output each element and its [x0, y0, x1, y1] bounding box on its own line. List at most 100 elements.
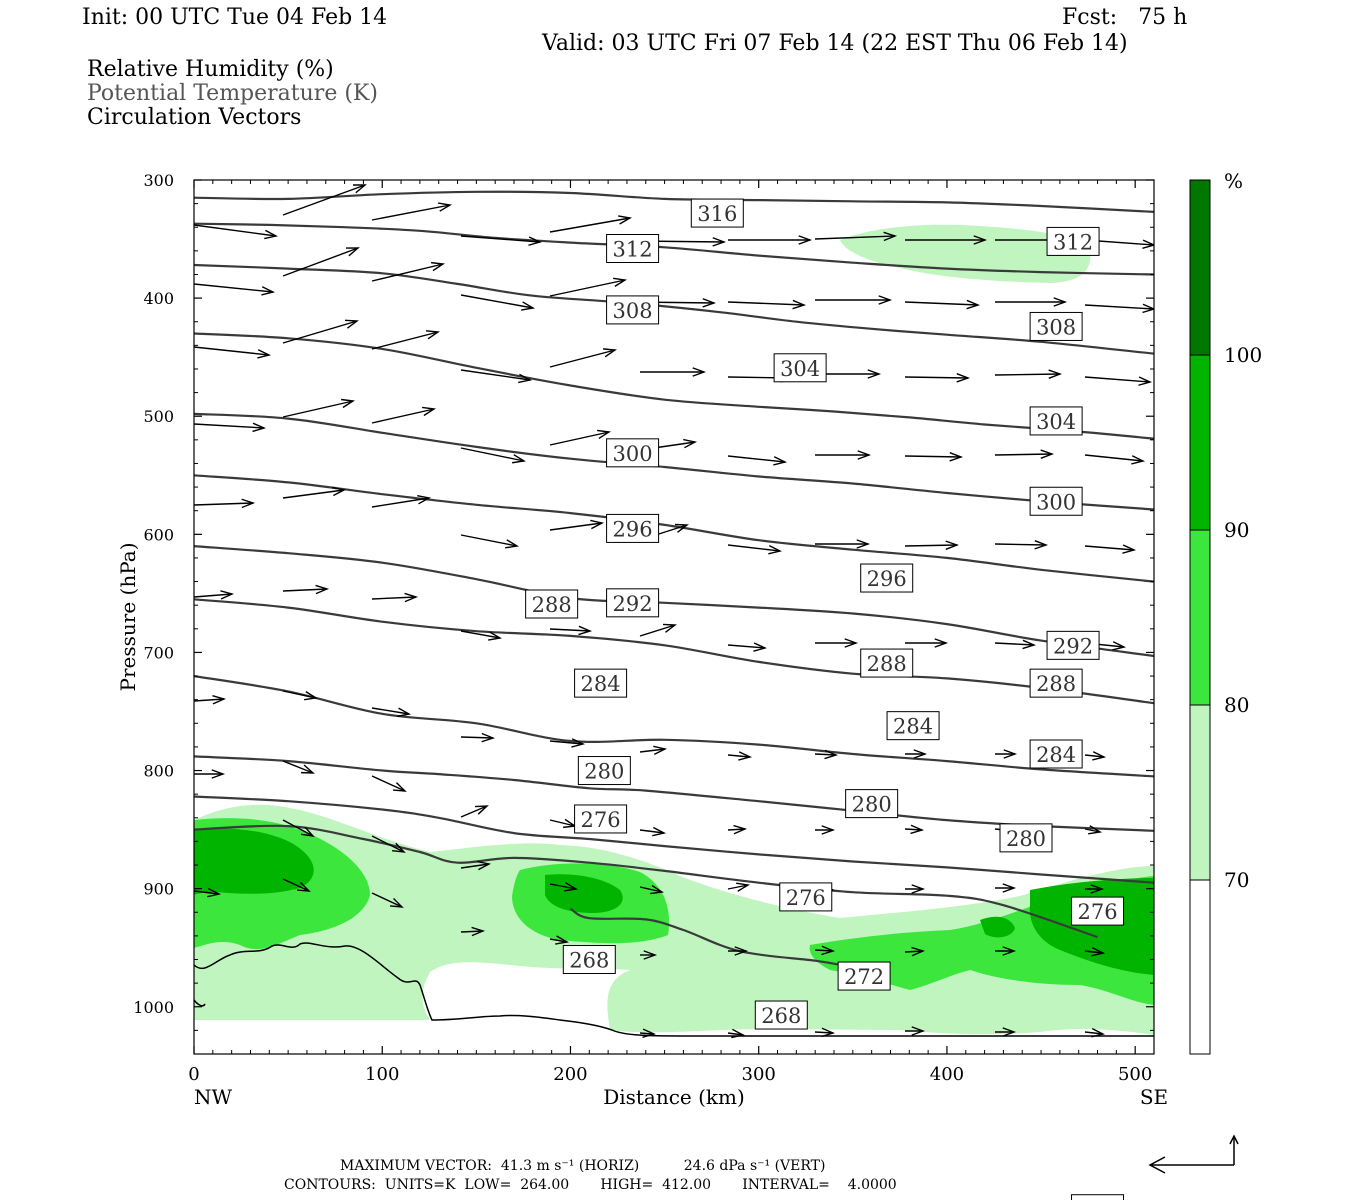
- contour-label-box: [1046, 630, 1100, 660]
- axes: 300 400 500 600 700 800 900 1000 0 100 200 300 400 50…: [133, 171, 1154, 1085]
- contour-label-text: 312: [1053, 230, 1093, 254]
- contour-label-box: [1029, 739, 1083, 769]
- vector-head: [404, 592, 419, 603]
- contour-label-276: 276: [1071, 896, 1125, 926]
- contour-label-284: 284: [886, 711, 940, 741]
- vector-shaft: [460, 447, 525, 462]
- vector-head: [1003, 749, 1018, 759]
- vector-head: [1131, 455, 1146, 465]
- contour-label-box: [1029, 486, 1083, 516]
- vector-head: [731, 1028, 746, 1039]
- contour-info-note: CONTOURS: UNITS=K LOW= 264.00 HIGH= 412.…: [284, 1177, 897, 1193]
- contour-label-box: [606, 588, 660, 618]
- contour-label-text: 312: [613, 238, 653, 262]
- circulation-vector: [460, 294, 536, 311]
- vector-head: [211, 769, 226, 779]
- vector-shaft: [727, 544, 781, 552]
- vector-shaft: [994, 543, 1047, 546]
- vector-shaft: [282, 588, 328, 592]
- circulation-vector: [995, 749, 1018, 759]
- humidity-shading: [194, 224, 1154, 1035]
- circulation-vector: [815, 638, 859, 648]
- vector-shaft: [549, 431, 610, 446]
- vector-head: [911, 884, 926, 894]
- vector-head: [528, 236, 543, 246]
- circulation-vector: [460, 926, 486, 937]
- circulation-vector: [1084, 544, 1137, 554]
- vector-shaft: [904, 950, 924, 953]
- vector-head: [505, 539, 520, 549]
- vector-shaft: [460, 805, 488, 818]
- contour-label-text: 268: [761, 1004, 801, 1028]
- vector-shaft: [727, 884, 749, 890]
- vector-shaft: [639, 748, 666, 753]
- contour-label-288: 288: [525, 589, 579, 619]
- rh-90-region-a: [194, 828, 314, 895]
- contour-label-text: 292: [613, 592, 653, 616]
- vector-shaft: [904, 544, 958, 547]
- vector-shaft: [371, 596, 417, 600]
- circulation-vector: [995, 883, 1017, 893]
- vector-shaft: [371, 204, 451, 221]
- circulation-vector: [905, 884, 926, 894]
- vector-head: [683, 438, 698, 449]
- vector-head: [391, 842, 406, 853]
- circulation-vector: [549, 818, 577, 829]
- contour-label-box: [845, 789, 899, 819]
- y-tick-label: 400: [143, 289, 174, 308]
- circulation-vector: [549, 882, 579, 892]
- vector-shaft: [282, 184, 366, 216]
- colorbar-bin-100: [1189, 179, 1211, 356]
- vector-head: [733, 824, 748, 835]
- contour-label-292: 292: [1046, 630, 1100, 660]
- vector-head: [643, 950, 658, 960]
- vector-head: [867, 369, 882, 379]
- vector-head: [618, 215, 633, 225]
- contour-label-box: [886, 711, 940, 741]
- vector-head: [911, 946, 926, 957]
- circulation-vector: [904, 299, 981, 310]
- circulation-vector: [904, 540, 960, 550]
- circulation-vector: [639, 1028, 657, 1038]
- contour-label-296: 296: [860, 563, 914, 593]
- vector-shaft: [194, 593, 233, 598]
- plot-frame: [193, 179, 1155, 1055]
- contour-label-284: 284: [574, 668, 628, 698]
- circulation-vector: [194, 887, 222, 898]
- circulation-vector: [549, 519, 605, 531]
- vector-shaft: [1084, 545, 1135, 551]
- colorbar-label-70: 70: [1224, 868, 1249, 892]
- vector-head: [702, 298, 717, 308]
- circulation-vector: [640, 367, 707, 377]
- contour-label-box: [773, 353, 827, 383]
- vector-shaft: [1084, 754, 1105, 758]
- colorbar-bin-80: [1189, 529, 1211, 706]
- vector-head: [425, 330, 440, 340]
- colorbar-unit: %: [1224, 169, 1243, 193]
- contour-label-box: [1071, 896, 1125, 926]
- vector-head: [564, 882, 579, 892]
- vector-head: [692, 367, 707, 377]
- theta-contour-280: [194, 755, 1154, 832]
- vector-head: [1112, 641, 1127, 651]
- vector-head: [392, 782, 407, 792]
- contour-label-text: 280: [584, 760, 624, 784]
- vector-shaft: [904, 376, 969, 379]
- vector-shaft: [549, 819, 576, 827]
- vector-shaft: [371, 835, 405, 853]
- vector-head: [344, 319, 359, 329]
- contour-label-304: 304: [1029, 406, 1083, 436]
- circulation-vector: [994, 369, 1063, 379]
- contour-label-text: 300: [1036, 490, 1076, 514]
- theta-contour-284: [194, 675, 1154, 778]
- circulation-vector: [194, 590, 235, 600]
- contour-label-308: 308: [606, 295, 660, 325]
- vector-head: [300, 764, 315, 774]
- contour-label-text: 284: [1036, 743, 1076, 767]
- vector-head: [662, 623, 677, 633]
- vector-shaft: [282, 489, 345, 499]
- vector-head: [296, 882, 311, 892]
- vector-shaft: [194, 423, 265, 429]
- y-tick-label: 700: [143, 643, 174, 662]
- vector-head: [304, 691, 318, 701]
